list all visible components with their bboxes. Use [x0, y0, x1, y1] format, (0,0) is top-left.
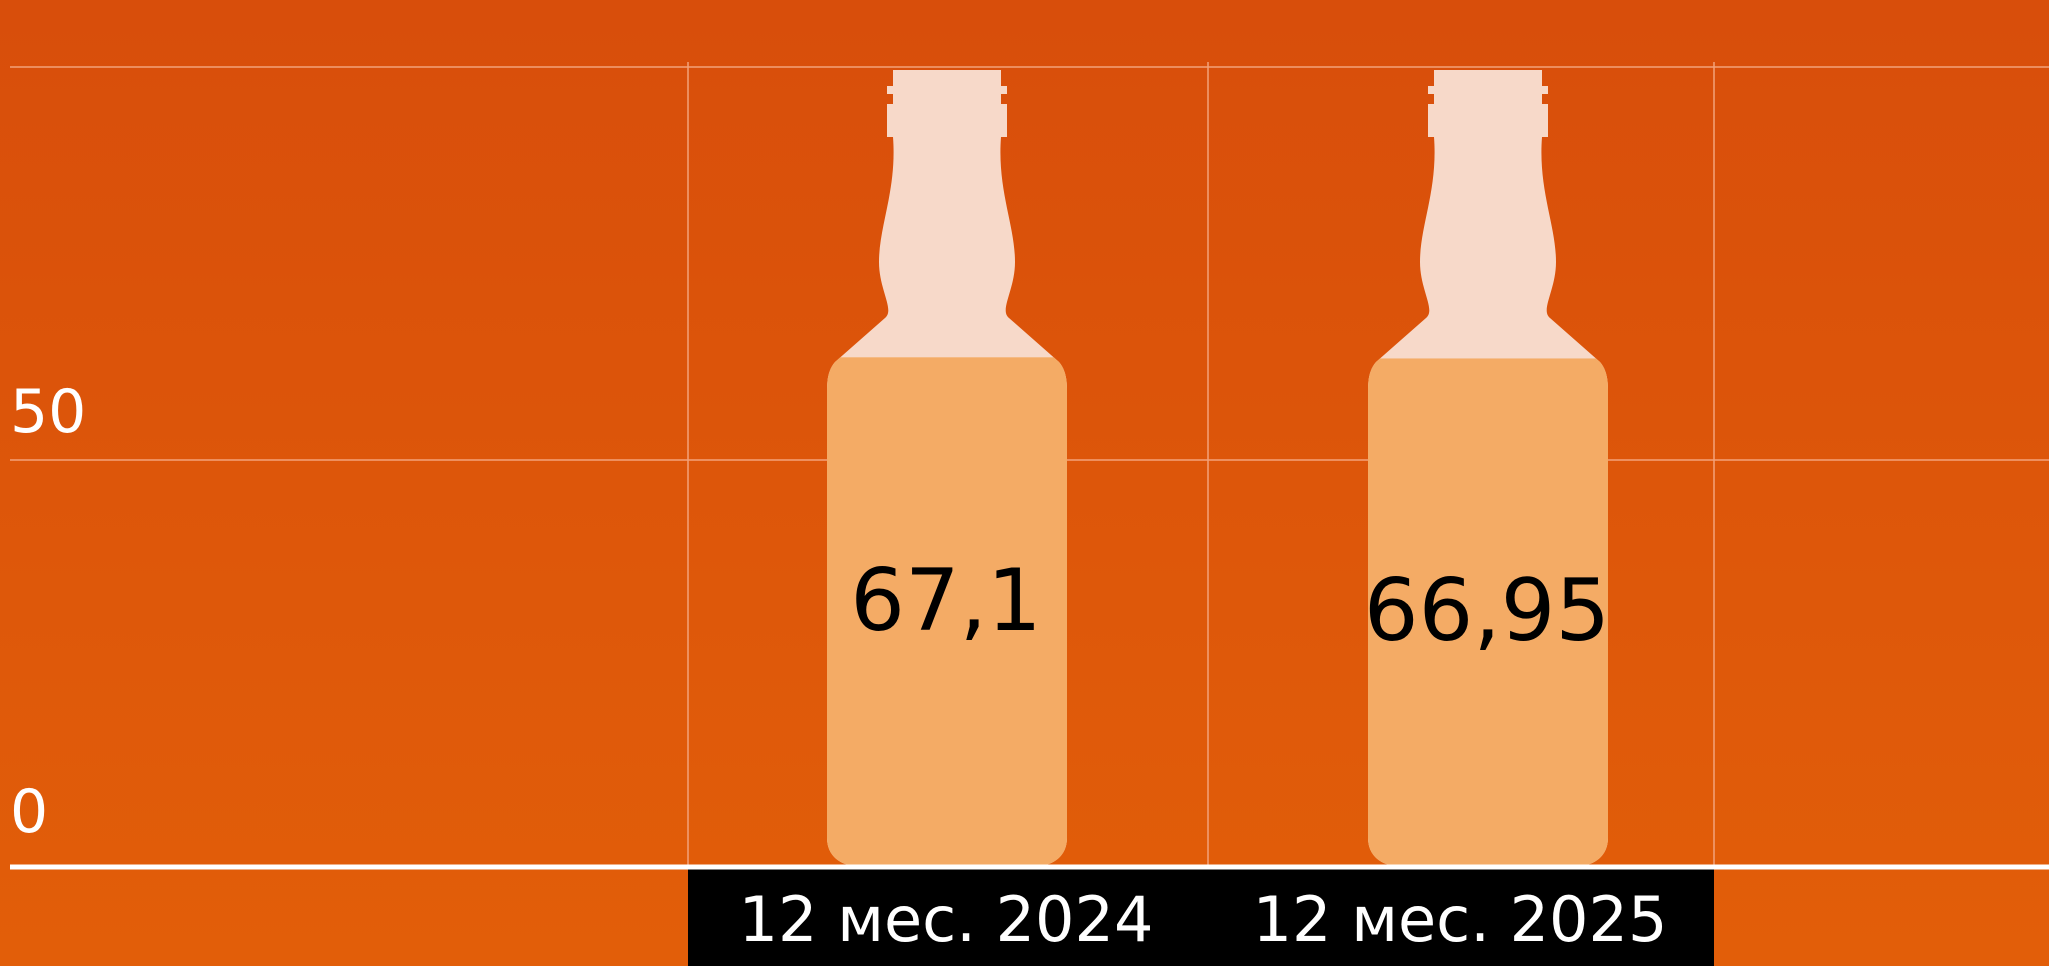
category-band	[688, 868, 1714, 966]
value-label-0: 67,1	[850, 551, 1041, 651]
bottle-1	[1368, 70, 1608, 866]
category-label-1: 12 мес. 2025	[1253, 883, 1668, 956]
y-tick-label-0: 0	[10, 777, 48, 847]
y-tick-label-50: 50	[10, 377, 86, 447]
bottle-fill-1	[1368, 358, 1608, 866]
value-label-1: 66,95	[1364, 561, 1610, 661]
bottle-0	[827, 70, 1067, 866]
grid-lines	[10, 62, 2049, 866]
bottle-fill-0	[827, 357, 1067, 866]
category-label-0: 12 мес. 2024	[739, 883, 1154, 956]
